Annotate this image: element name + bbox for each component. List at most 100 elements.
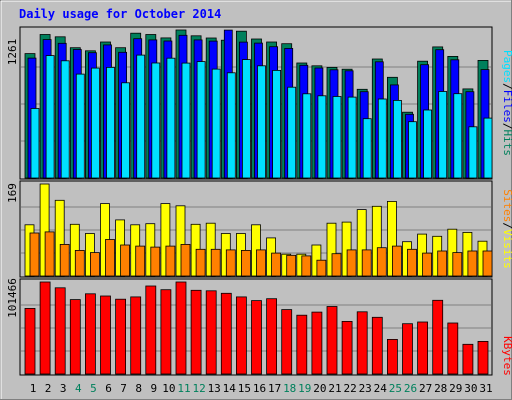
middle-bar-visits-day-25 xyxy=(386,200,397,277)
x-label-day-8: 8 xyxy=(135,382,142,395)
middle-bar-sites-day-8 xyxy=(135,245,146,277)
bottom-bar-kbytes-day-20 xyxy=(311,311,323,375)
middle-bar-sites-day-13 xyxy=(210,248,221,277)
bottom-bar-kbytes-day-24 xyxy=(371,316,383,375)
top-bar-pages-day-19 xyxy=(302,93,312,179)
legend-entry: Visits xyxy=(501,229,512,269)
x-label-day-31: 31 xyxy=(479,382,492,395)
middle-bar-sites-day-5 xyxy=(90,252,100,277)
middle-bar-visits-day-3 xyxy=(54,199,65,277)
middle-max-label: 169 xyxy=(6,183,19,203)
x-label-day-11: 11 xyxy=(177,382,190,395)
top-bar-pages-day-26 xyxy=(408,121,417,179)
middle-bar-sites-day-6 xyxy=(105,239,115,277)
top-bar-pages-day-3 xyxy=(60,60,70,179)
top-bar-pages-day-16 xyxy=(257,65,266,179)
x-label-day-24: 24 xyxy=(374,382,388,395)
x-label-day-26: 26 xyxy=(404,382,417,395)
bottom-bar-kbytes-day-7 xyxy=(115,298,126,375)
middle-bar-visits-day-10 xyxy=(160,203,171,277)
x-label-day-29: 29 xyxy=(449,382,462,395)
bars xyxy=(24,29,493,375)
bottom-bar-kbytes-day-22 xyxy=(341,320,353,375)
top-bar-pages-day-17 xyxy=(272,70,282,179)
top-bar-pages-day-6 xyxy=(106,67,115,179)
x-label-day-30: 30 xyxy=(464,382,477,395)
middle-bar-sites-day-18 xyxy=(286,254,297,277)
middle-bar-sites-day-4 xyxy=(74,249,85,277)
top-bar-pages-day-1 xyxy=(30,108,40,179)
middle-legend: Sites/Visits xyxy=(501,189,512,269)
bottom-bar-kbytes-day-28 xyxy=(432,299,444,375)
middle-bar-sites-day-21 xyxy=(331,253,342,277)
bottom-bar-kbytes-day-2 xyxy=(39,281,51,375)
top-bar-pages-day-31 xyxy=(483,117,493,179)
bottom-bar-kbytes-day-31 xyxy=(477,340,489,375)
middle-bar-visits-day-22 xyxy=(341,221,352,277)
bottom-bar-kbytes-day-15 xyxy=(235,296,247,375)
top-bar-pages-day-12 xyxy=(196,61,206,179)
x-label-day-5: 5 xyxy=(90,382,97,395)
bottom-bar-kbytes-day-3 xyxy=(54,287,66,375)
middle-bar-sites-day-2 xyxy=(44,231,55,277)
middle-bar-sites-day-27 xyxy=(422,252,433,277)
x-label-day-20: 20 xyxy=(313,382,326,395)
middle-bar-sites-day-3 xyxy=(59,243,70,277)
middle-bar-sites-day-30 xyxy=(467,250,478,277)
top-max-label: 1261 xyxy=(6,39,19,66)
middle-bar-sites-day-17 xyxy=(271,252,282,277)
top-bar-pages-day-8 xyxy=(136,54,146,179)
x-axis-labels: 1 2 3 4 5 6 7 8 9 10 11 12 13 14 15 16 17 18 19 20 21 22 23 24 2… xyxy=(30,382,493,395)
top-bar-pages-day-28 xyxy=(438,91,448,179)
bottom-bar-kbytes-day-29 xyxy=(447,322,459,375)
bottom-bar-kbytes-day-23 xyxy=(356,311,368,375)
x-label-day-19: 19 xyxy=(298,382,311,395)
x-label-day-21: 21 xyxy=(328,382,341,395)
legend-entry: / xyxy=(501,83,512,90)
top-bar-pages-day-22 xyxy=(347,96,357,179)
top-bar-pages-day-10 xyxy=(166,57,176,179)
middle-bar-visits-day-2 xyxy=(39,183,50,277)
bottom-bar-kbytes-day-17 xyxy=(266,298,278,375)
x-label-day-13: 13 xyxy=(208,382,221,395)
bottom-bar-kbytes-day-26 xyxy=(402,323,413,375)
top-bar-pages-day-25 xyxy=(392,100,402,179)
x-label-day-28: 28 xyxy=(434,382,447,395)
legend-entry: Hits xyxy=(501,130,512,157)
top-bar-pages-day-29 xyxy=(453,93,463,179)
bottom-bar-kbytes-day-10 xyxy=(160,289,172,375)
middle-bar-sites-day-14 xyxy=(225,249,236,277)
bottom-bar-kbytes-day-13 xyxy=(205,290,217,375)
top-bar-pages-day-20 xyxy=(317,95,327,179)
middle-bar-sites-day-26 xyxy=(407,248,417,277)
middle-bar-visits-day-11 xyxy=(175,205,186,277)
top-bar-pages-day-27 xyxy=(423,109,433,179)
x-label-day-15: 15 xyxy=(238,382,251,395)
x-label-day-10: 10 xyxy=(162,382,175,395)
middle-bar-sites-day-7 xyxy=(120,244,130,277)
bottom-bar-kbytes-day-11 xyxy=(175,281,187,375)
chart-title: Daily usage for October 2014 xyxy=(19,7,221,21)
bottom-bar-kbytes-day-27 xyxy=(417,321,429,375)
bottom-bar-kbytes-day-6 xyxy=(100,295,111,375)
x-label-day-14: 14 xyxy=(223,382,237,395)
middle-bar-sites-day-23 xyxy=(361,249,372,277)
middle-bar-sites-day-15 xyxy=(240,249,251,277)
middle-bar-visits-day-24 xyxy=(371,205,382,277)
x-label-day-9: 9 xyxy=(150,382,157,395)
bottom-bar-kbytes-day-1 xyxy=(24,307,36,375)
top-legend: Pages/Files/Hits xyxy=(501,50,512,156)
top-bar-pages-day-18 xyxy=(287,86,297,179)
top-bar-pages-day-2 xyxy=(45,55,55,179)
middle-bar-sites-day-16 xyxy=(256,249,266,277)
top-bar-pages-day-4 xyxy=(75,73,85,179)
bottom-legend: KBytes xyxy=(501,336,512,376)
top-bar-pages-day-30 xyxy=(468,126,478,179)
bottom-bar-kbytes-day-8 xyxy=(130,296,142,375)
middle-bar-sites-day-31 xyxy=(482,250,493,277)
bottom-bar-kbytes-day-16 xyxy=(251,300,262,375)
middle-bar-sites-day-19 xyxy=(301,255,312,277)
bottom-bar-kbytes-day-19 xyxy=(296,314,308,375)
bottom-bar-kbytes-day-12 xyxy=(190,289,202,375)
legend-entry: / xyxy=(501,222,512,229)
